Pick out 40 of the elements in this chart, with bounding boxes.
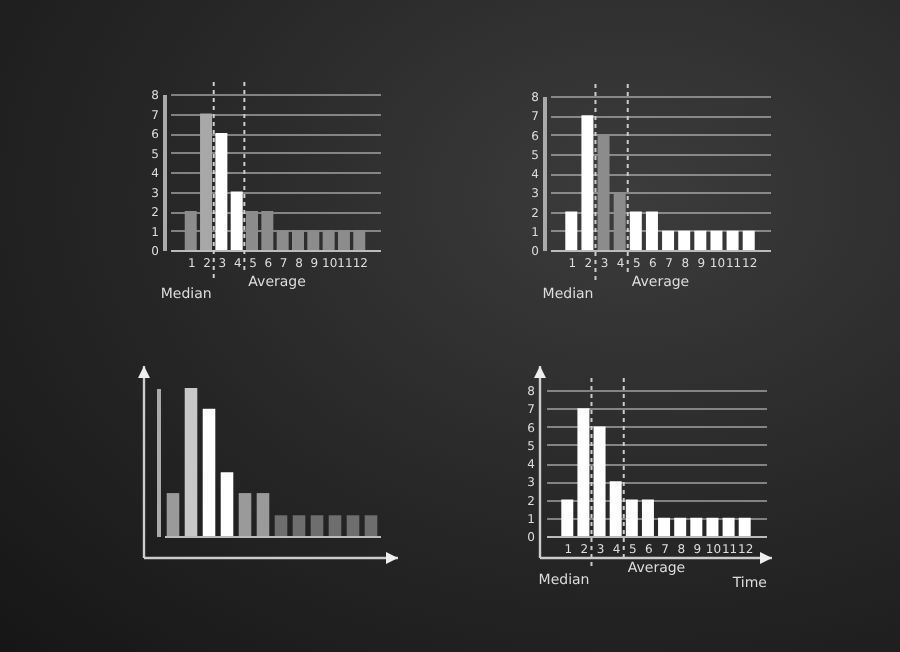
bar — [742, 230, 755, 250]
bar — [609, 481, 622, 536]
bar — [662, 230, 675, 250]
bar — [166, 493, 180, 536]
bar — [694, 230, 707, 250]
bar — [200, 113, 213, 250]
bar — [629, 211, 642, 250]
bar — [230, 191, 243, 250]
bar — [597, 134, 610, 250]
bar — [722, 517, 735, 536]
bar — [328, 515, 342, 536]
bar — [581, 115, 594, 250]
bar — [238, 493, 252, 536]
bar — [364, 515, 378, 536]
bar — [613, 192, 626, 250]
bar — [641, 499, 654, 536]
bar — [202, 408, 216, 536]
bar — [678, 230, 691, 250]
bar — [658, 517, 671, 536]
bar — [220, 472, 234, 536]
bar — [346, 515, 360, 536]
bar — [561, 499, 574, 536]
bar — [625, 499, 638, 536]
bar — [706, 517, 719, 536]
bar — [184, 211, 197, 250]
bar — [215, 133, 228, 250]
bar — [292, 515, 306, 536]
bar — [593, 426, 606, 536]
bar — [577, 408, 590, 536]
bar — [674, 517, 687, 536]
bar — [184, 388, 198, 536]
bar — [565, 211, 578, 250]
bar — [738, 517, 751, 536]
bar — [256, 493, 270, 536]
bar — [310, 515, 324, 536]
bar — [726, 230, 739, 250]
bar — [645, 211, 658, 250]
bar — [690, 517, 703, 536]
bar — [710, 230, 723, 250]
bar — [274, 515, 288, 536]
